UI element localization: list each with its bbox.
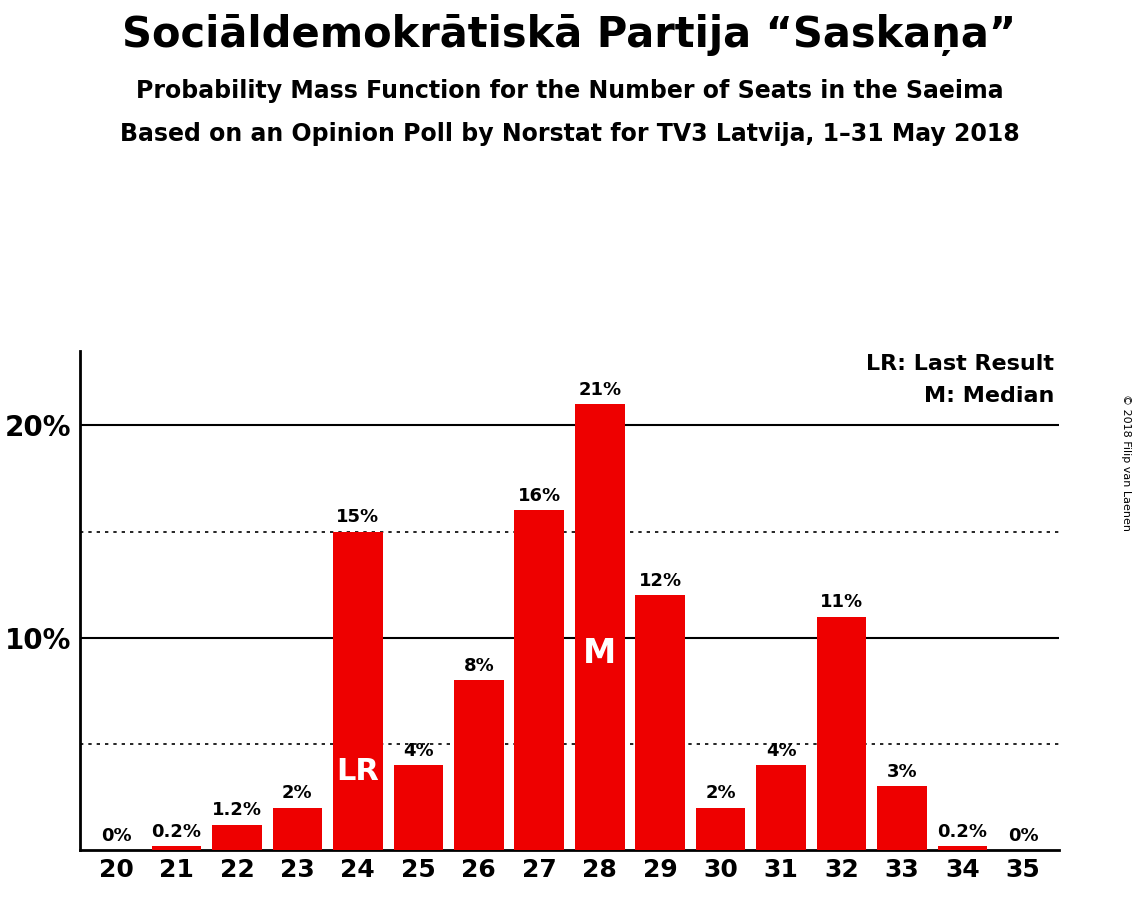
Bar [937,845,988,850]
Bar [636,595,685,850]
Text: 4%: 4% [765,742,796,760]
Text: LR: Last Result: LR: Last Result [867,354,1055,373]
Text: M: Median: M: Median [924,386,1055,406]
Bar [575,404,624,850]
Bar [515,510,564,850]
Text: 2%: 2% [282,784,313,802]
Text: 3%: 3% [887,763,917,781]
Text: 16%: 16% [518,487,560,505]
Text: 15%: 15% [336,508,379,527]
Text: 12%: 12% [639,572,682,590]
Text: 0.2%: 0.2% [151,822,202,841]
Text: Based on an Opinion Poll by Norstat for TV3 Latvija, 1–31 May 2018: Based on an Opinion Poll by Norstat for … [120,122,1019,146]
Text: M: M [583,637,616,670]
Bar [151,845,202,850]
Bar [756,765,806,850]
Text: 21%: 21% [579,381,621,399]
Text: 2%: 2% [705,784,736,802]
Text: Probability Mass Function for the Number of Seats in the Saeima: Probability Mass Function for the Number… [136,79,1003,103]
Text: 0.2%: 0.2% [937,822,988,841]
Text: 8%: 8% [464,657,494,675]
Bar [394,765,443,850]
Bar [212,824,262,850]
Bar [454,680,503,850]
Text: 0%: 0% [100,827,131,845]
Text: 4%: 4% [403,742,434,760]
Text: 1.2%: 1.2% [212,801,262,820]
Bar [696,808,745,850]
Text: © 2018 Filip van Laenen: © 2018 Filip van Laenen [1121,394,1131,530]
Bar [817,616,867,850]
Bar [272,808,322,850]
Text: 11%: 11% [820,593,863,611]
Text: LR: LR [336,758,379,786]
Text: 0%: 0% [1008,827,1039,845]
Bar [333,531,383,850]
Bar [877,786,927,850]
Text: Sociāldemokrātiskā Partija “Saskaņa”: Sociāldemokrātiskā Partija “Saskaņa” [122,14,1017,55]
